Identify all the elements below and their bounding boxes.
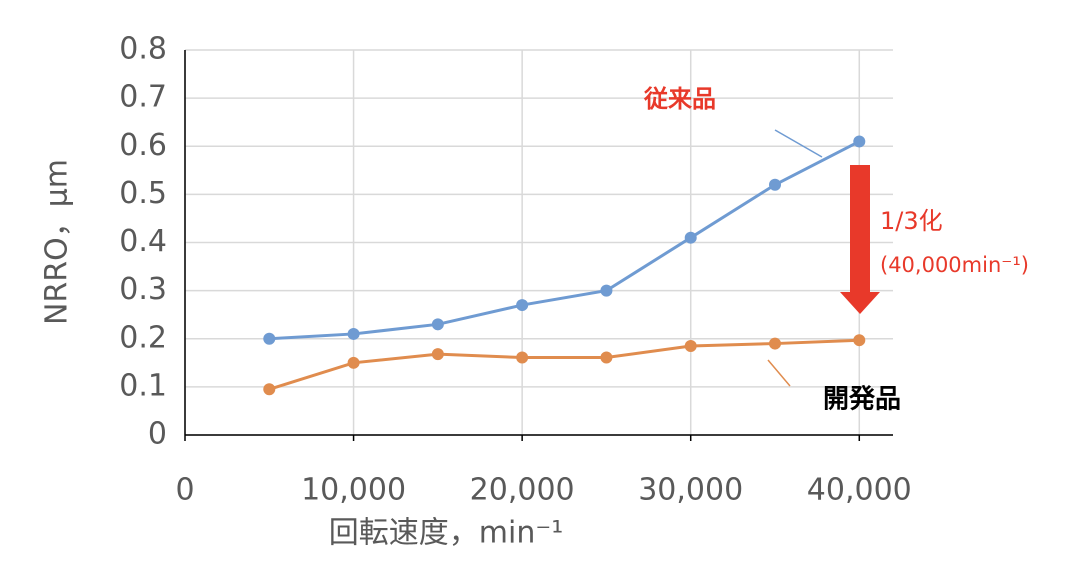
series-label: 従来品 — [643, 85, 716, 113]
x-tick-label: 20,000 — [470, 473, 575, 508]
x-tick-label: 30,000 — [638, 473, 743, 508]
arrow-head — [840, 292, 880, 314]
callout-line — [767, 359, 791, 387]
series-line — [269, 140, 860, 341]
data-point — [853, 135, 866, 148]
series-line — [268, 338, 860, 391]
data-point — [347, 356, 360, 369]
data-point — [263, 332, 276, 345]
data-point — [600, 284, 613, 297]
y-tick-label: 0.6 — [119, 128, 167, 163]
data-point — [516, 351, 529, 364]
annotation: 1/3化 — [880, 207, 943, 235]
data-point — [600, 351, 613, 364]
x-tick-label: 0 — [175, 473, 194, 508]
callout-line — [774, 129, 823, 158]
y-axis-label: NRRO，μm — [40, 159, 75, 325]
y-tick-label: 0.7 — [119, 80, 167, 115]
arrow — [850, 165, 870, 293]
y-tick-label: 0.5 — [119, 176, 167, 211]
data-point — [853, 334, 866, 347]
data-point — [347, 327, 360, 340]
data-point — [431, 348, 444, 361]
y-tick-label: 0.3 — [119, 272, 167, 307]
data-point — [431, 318, 444, 331]
series-label: 開発品 — [823, 385, 901, 415]
x-tick-label: 40,000 — [807, 473, 912, 508]
x-axis-label: 回転速度，min⁻¹ — [329, 516, 563, 551]
data-point — [263, 383, 276, 396]
x-tick-label: 10,000 — [301, 473, 406, 508]
y-tick-label: 0.8 — [119, 32, 167, 67]
data-point — [769, 178, 781, 191]
y-tick-label: 0.4 — [119, 224, 167, 259]
annotation: (40,000min⁻¹) — [880, 253, 1029, 277]
data-point — [684, 339, 697, 352]
data-point — [769, 337, 781, 350]
y-tick-label: 0 — [148, 417, 167, 452]
data-point — [516, 299, 529, 312]
y-tick-label: 0.1 — [119, 368, 167, 403]
y-tick-label: 0.2 — [119, 320, 167, 355]
data-point — [684, 231, 697, 244]
